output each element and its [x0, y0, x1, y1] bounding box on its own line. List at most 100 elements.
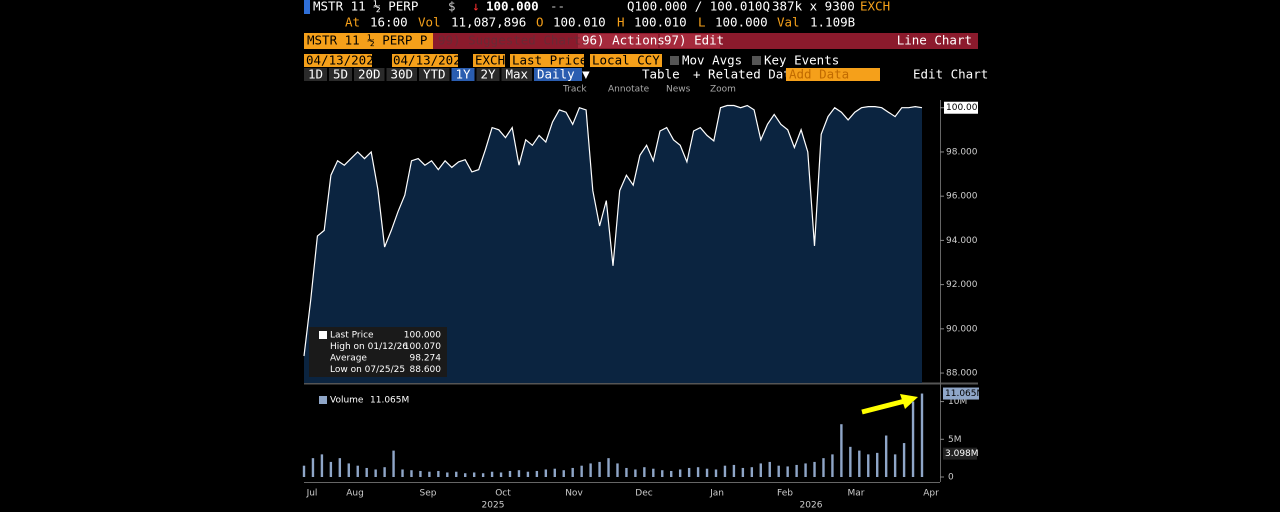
volume-bar — [446, 472, 449, 477]
volume-bar — [526, 471, 530, 477]
period-label[interactable]: YTD — [423, 67, 446, 82]
volume-bar — [464, 473, 467, 477]
security-tab[interactable] — [304, 33, 433, 49]
related-data[interactable]: + Related Data ▾ — [693, 67, 813, 82]
y-tick-label: 92.000 — [946, 280, 978, 290]
mov-avgs-check[interactable] — [670, 56, 679, 65]
header-currency: $ — [448, 0, 456, 14]
focus-marker — [304, 0, 310, 14]
period-button[interactable] — [304, 68, 327, 81]
header-size: 387k x 9300 — [772, 0, 855, 14]
period-button[interactable] — [451, 68, 475, 81]
chart-tool[interactable]: Track — [562, 85, 587, 95]
suggested-charts[interactable]: 99) Suggested Charts — [438, 33, 589, 48]
volume-bar — [625, 467, 628, 477]
currency-field[interactable] — [590, 54, 662, 67]
volume-bar — [678, 469, 682, 477]
x-tick-label: Jul — [306, 489, 318, 499]
period-button[interactable] — [329, 68, 352, 81]
add-data[interactable]: Add Data — [789, 67, 849, 82]
source-field[interactable] — [473, 54, 505, 67]
period-label[interactable]: 5D — [333, 67, 348, 82]
frequency-button[interactable] — [534, 68, 582, 81]
add-data-field[interactable] — [786, 68, 880, 81]
edit-label[interactable]: 97) Edit — [664, 33, 724, 48]
x-tick-label: Dec — [635, 489, 652, 499]
y-tick-label: 98.000 — [946, 147, 978, 157]
period-label[interactable]: 2Y — [480, 67, 496, 82]
volume-bar — [786, 466, 789, 477]
volume-bar — [508, 470, 512, 477]
period-button[interactable] — [386, 68, 418, 81]
volume-bar — [911, 401, 915, 477]
end-date-field[interactable] — [392, 54, 458, 67]
volume-bar — [302, 465, 306, 477]
x-tick-label: Nov — [565, 489, 583, 499]
volume-legend-swatch — [319, 396, 327, 404]
volume-bar — [419, 470, 422, 477]
period-label[interactable]: 20D — [358, 67, 381, 82]
period-button[interactable] — [476, 68, 500, 81]
volume-bar — [804, 463, 807, 477]
field-field[interactable] — [510, 54, 584, 67]
volume-bar — [311, 458, 315, 477]
volume-bar — [768, 461, 771, 477]
chart-tool[interactable]: Zoom — [710, 85, 736, 95]
volume-bar — [687, 467, 691, 477]
period-button[interactable] — [501, 68, 533, 81]
volume-legend-value: 11.065M — [370, 396, 409, 406]
volume-bar — [338, 458, 342, 477]
volume-bar — [490, 471, 494, 477]
header-arrow: ↓ — [472, 0, 480, 14]
volume-bar — [320, 454, 324, 477]
field: Last Price — [512, 53, 587, 68]
actions-label[interactable]: 96) Actions — [582, 33, 665, 48]
volume-bar — [750, 467, 754, 477]
legend-value: 88.600 — [410, 365, 442, 375]
header-time: 16:00 — [370, 15, 408, 30]
volume-bar — [876, 452, 879, 477]
start-date-field[interactable] — [304, 54, 372, 67]
volume-bar — [831, 454, 834, 477]
volume-bar — [598, 461, 601, 477]
legend-label: Last Price — [330, 331, 374, 341]
table-button[interactable]: Table — [642, 67, 680, 82]
volume-bar — [329, 461, 333, 477]
edit-chart[interactable]: Edit Chart — [913, 67, 988, 82]
frequency[interactable]: Daily ▼ — [537, 67, 590, 82]
x-tick-label: Feb — [777, 489, 793, 499]
security-label[interactable]: MSTR 11 ½ PERP P — [307, 33, 427, 48]
period-button[interactable] — [419, 68, 450, 81]
legend-label: Low on 07/25/25 — [330, 365, 405, 375]
key-events-check[interactable] — [752, 56, 761, 65]
volume-bar — [893, 454, 897, 477]
chart-tool[interactable]: News — [666, 85, 691, 95]
period-label[interactable]: 1D — [308, 67, 323, 82]
volume-bar — [858, 450, 861, 477]
period-label[interactable]: Max — [505, 67, 528, 82]
volume-bar — [920, 393, 924, 477]
last-volume-box — [943, 387, 979, 400]
chart-tool[interactable]: Annotate — [608, 85, 650, 95]
header-ticker: MSTR 11 ½ PERP — [313, 0, 418, 14]
header-change: -- — [550, 0, 565, 14]
mov-avgs: Mov Avgs — [682, 53, 742, 68]
legend-value: 100.070 — [404, 342, 441, 352]
volume-bar — [607, 458, 610, 477]
edit-button[interactable] — [660, 34, 720, 48]
period-label[interactable]: 30D — [390, 67, 413, 82]
y-tick-label: 96.000 — [946, 192, 978, 202]
volume-bar — [428, 471, 431, 477]
volume-bar — [589, 463, 592, 477]
period-button[interactable] — [354, 68, 385, 81]
header-open-label: O — [536, 15, 544, 30]
period-label[interactable]: 1Y — [455, 67, 471, 82]
volume-bar — [571, 467, 574, 477]
y-tick-label: 94.000 — [946, 236, 978, 246]
actions-button[interactable] — [578, 34, 658, 48]
header-low-label: L — [698, 15, 706, 30]
y-tick-label: 90.000 — [946, 324, 978, 334]
price-area — [304, 105, 922, 383]
y-tick-label: 5M — [948, 435, 962, 445]
header-vol-label: Vol — [418, 15, 441, 30]
